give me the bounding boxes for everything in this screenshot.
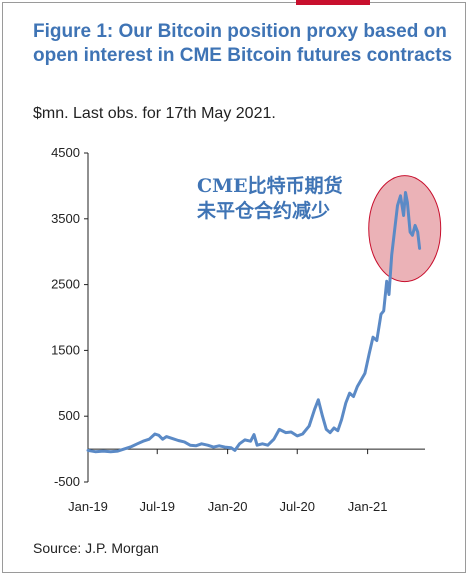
y-tick-label: 2500 — [51, 277, 80, 292]
x-tick-label: Jan-20 — [208, 499, 248, 514]
y-tick-label: 4500 — [51, 145, 80, 160]
x-tick-label: Jan-21 — [348, 499, 388, 514]
x-tick-label: Jan-19 — [68, 499, 108, 514]
series-line — [86, 191, 422, 454]
y-tick-label: 3500 — [51, 211, 80, 226]
source-note: Source: J.P. Morgan — [33, 540, 159, 556]
x-tick-label: Jul-19 — [140, 499, 175, 514]
accent-bar — [296, 0, 370, 5]
y-tick-label: 500 — [58, 408, 80, 423]
y-tick-label: -500 — [54, 474, 80, 489]
x-tick-label: Jul-20 — [280, 499, 315, 514]
chart-title: Figure 1: Our Bitcoin position proxy bas… — [33, 21, 453, 66]
annotation-text: CME比特币期货 — [197, 174, 343, 197]
y-tick-label: 1500 — [51, 342, 80, 357]
highlight-ellipse — [368, 175, 442, 283]
annotation-text: 未平仓合约减少 — [196, 199, 330, 222]
chart-subtitle: $mn. Last obs. for 17th May 2021. — [33, 105, 276, 122]
